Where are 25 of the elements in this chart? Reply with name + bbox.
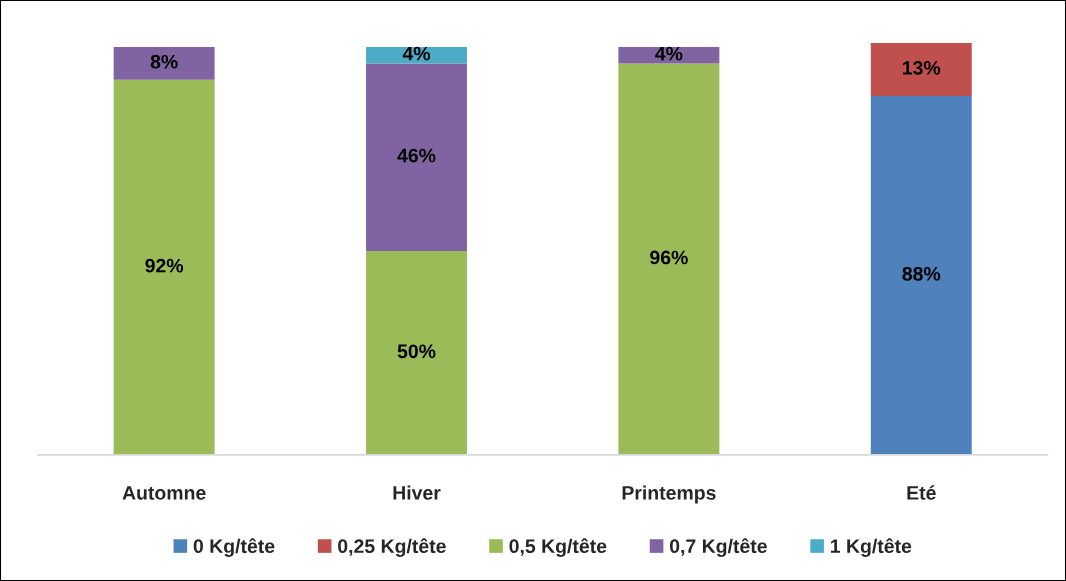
legend-label: 0,7 Kg/tête bbox=[669, 538, 767, 557]
data-label: 46% bbox=[397, 148, 436, 163]
data-label: 4% bbox=[402, 46, 431, 61]
data-label: 96% bbox=[650, 250, 688, 265]
data-label: 13% bbox=[903, 60, 941, 75]
legend-label: 0 Kg/tête bbox=[193, 538, 275, 557]
data-label: 4% bbox=[655, 46, 683, 61]
data-label: 8% bbox=[150, 54, 178, 69]
x-tick-label: Automne bbox=[122, 486, 206, 500]
data-label: 50% bbox=[397, 344, 436, 359]
bar bbox=[870, 42, 972, 97]
x-tick-label: Printemps bbox=[622, 485, 716, 504]
legend-label: 0,25 Kg/tête bbox=[338, 538, 446, 557]
bar bbox=[366, 63, 467, 251]
bar bbox=[113, 79, 215, 455]
bar bbox=[113, 47, 215, 80]
legend-label: 0,5 Kg/tête bbox=[509, 538, 607, 557]
bar bbox=[870, 96, 972, 455]
data-label: 92% bbox=[145, 258, 184, 273]
x-tick-label: Hiver bbox=[393, 485, 441, 500]
x-tick-label: Eté bbox=[907, 485, 936, 500]
data-label: 88% bbox=[902, 266, 941, 281]
legend-label: 1 Kg/tête bbox=[830, 538, 912, 557]
bar bbox=[366, 251, 467, 455]
bar bbox=[618, 63, 720, 455]
